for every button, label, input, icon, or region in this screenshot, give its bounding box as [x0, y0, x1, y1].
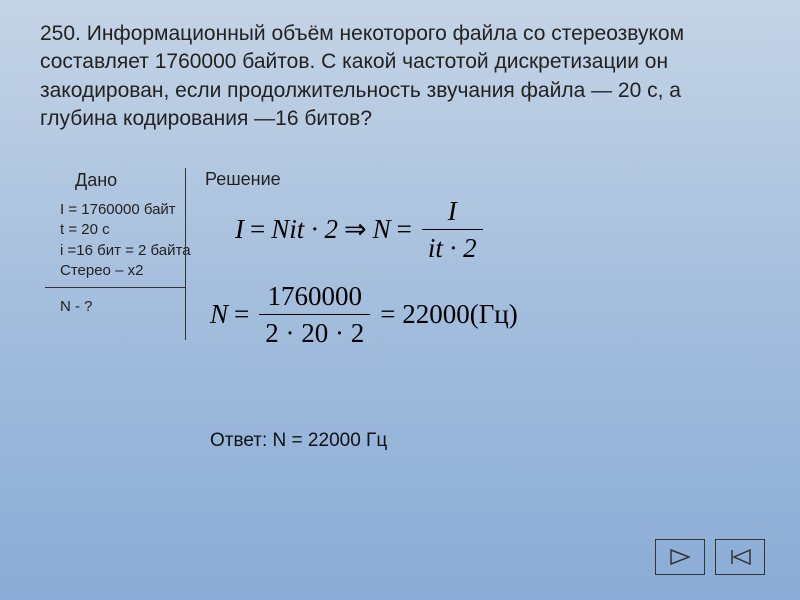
nav-controls: [655, 539, 765, 575]
formula-calculation: N = 1760000 2 · 20 · 2 = 22000(Гц): [210, 280, 518, 350]
frac2-num: 1760000: [261, 280, 368, 312]
frac2-den: 2 · 20 · 2: [259, 317, 370, 349]
given-stereo: Стерео – x2: [60, 261, 191, 281]
result-value: = 22000(Гц): [380, 299, 518, 330]
skip-first-icon: [728, 548, 752, 566]
problem-number: 250.: [40, 22, 81, 45]
sym-N2: N: [210, 299, 228, 330]
triangle-right-icon: [669, 548, 691, 566]
fraction-2: 1760000 2 · 20 · 2: [259, 280, 370, 350]
frac1-num: I: [442, 195, 463, 227]
slide: 250. Информационный объём некоторого фай…: [0, 0, 800, 600]
problem-text: 250. Информационный объём некоторого фай…: [40, 20, 740, 133]
sym-eq: =: [250, 214, 265, 245]
frac1-bar: [422, 229, 483, 230]
frac2-bar: [259, 314, 370, 315]
find-label: N - ?: [60, 298, 93, 315]
solution-label: Решение: [205, 170, 275, 190]
given-t: t = 20 с: [60, 220, 191, 240]
given-I: I = 1760000 байт: [60, 200, 191, 220]
answer-text: Ответ: N = 22000 Гц: [210, 430, 387, 452]
given-label: Дано: [75, 170, 117, 191]
formula-derivation: I = Nit · 2 ⇒ N = I it · 2: [235, 195, 487, 265]
frac1-den: it · 2: [422, 232, 483, 264]
fraction-1: I it · 2: [422, 195, 483, 265]
sym-eq2: =: [397, 214, 412, 245]
sym-I: I: [235, 214, 244, 245]
problem-body: Информационный объём некоторого файла со…: [40, 22, 684, 130]
given-divider: [45, 287, 185, 288]
section-divider: [185, 168, 186, 340]
given-block: I = 1760000 байт t = 20 с i =16 бит = 2 …: [60, 200, 191, 281]
first-button[interactable]: [715, 539, 765, 575]
sym-Nit2: Nit · 2: [271, 214, 338, 245]
sym-N: N: [373, 214, 391, 245]
sym-eq3: =: [234, 299, 249, 330]
next-button[interactable]: [655, 539, 705, 575]
sym-arrow: ⇒: [344, 214, 367, 245]
given-i: i =16 бит = 2 байта: [60, 241, 191, 261]
